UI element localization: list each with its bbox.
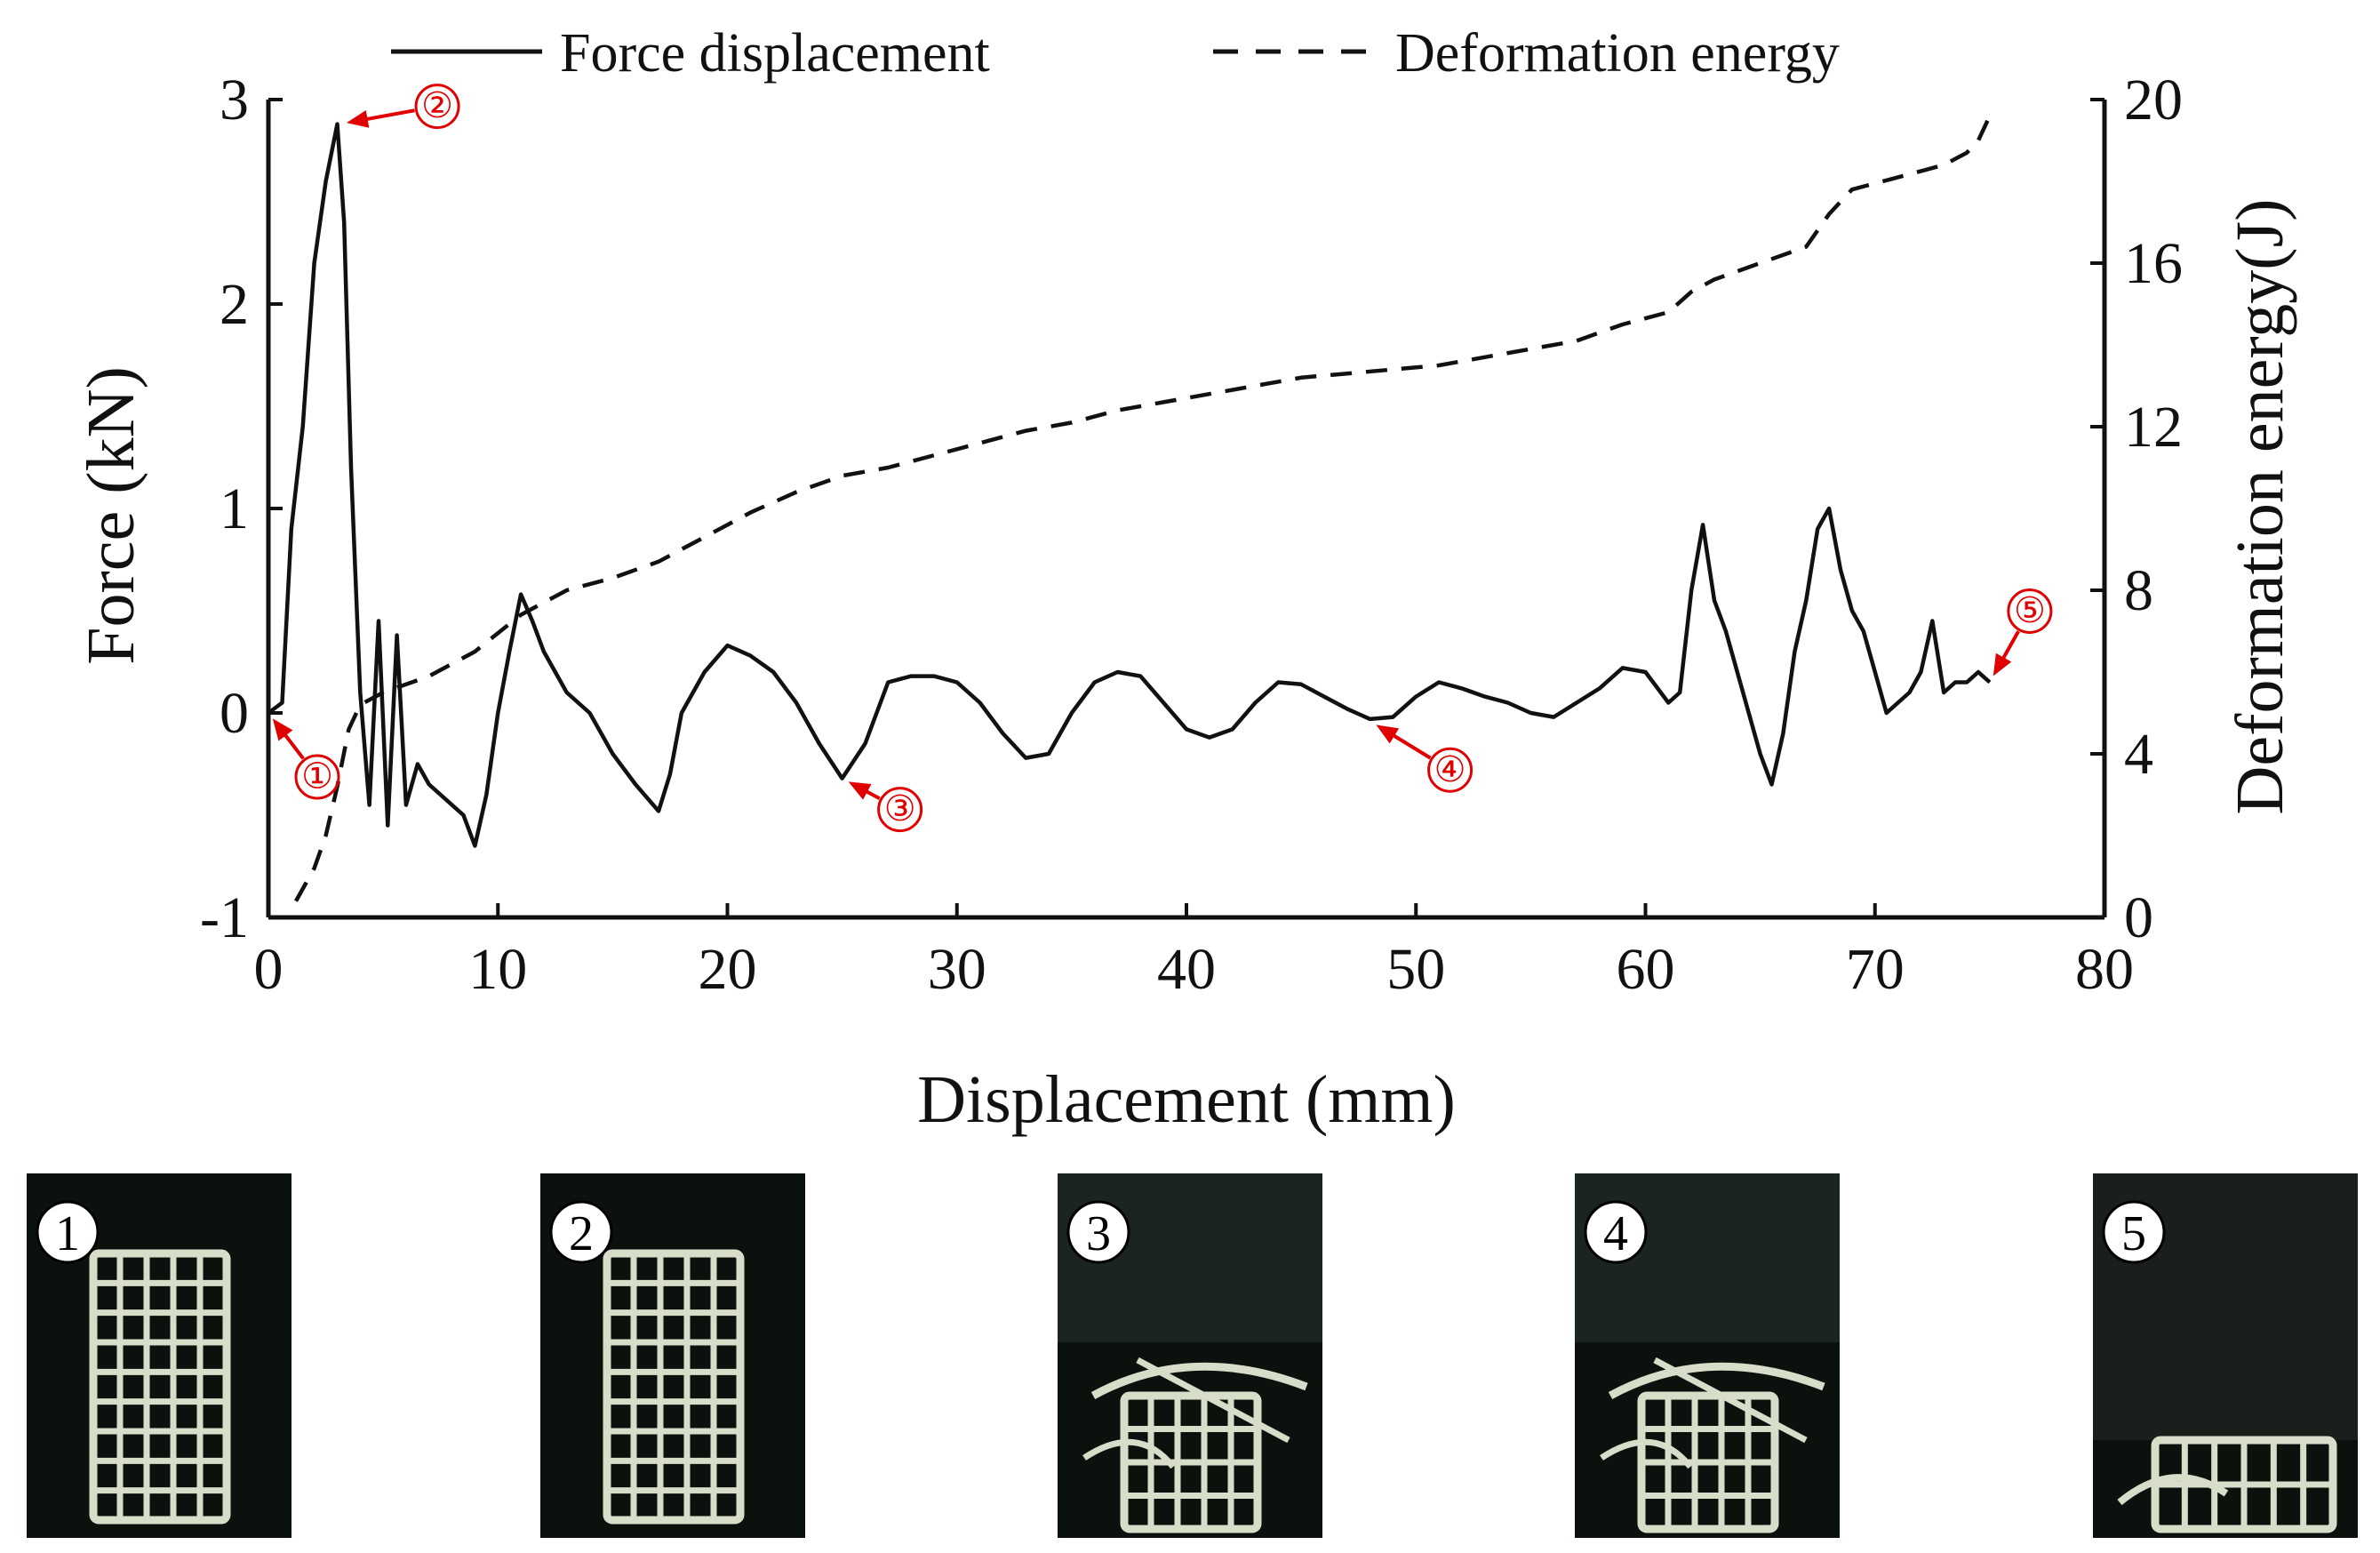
x-tick-label: 80 bbox=[2075, 937, 2134, 1002]
annotation-label: ① bbox=[301, 757, 333, 797]
y-left-tick-label: 0 bbox=[220, 681, 249, 746]
fragment bbox=[1136, 1357, 1290, 1444]
photo-number-label: 2 bbox=[569, 1206, 594, 1261]
force-series-line bbox=[267, 122, 1992, 848]
y-axis-left-title: Force (kN) bbox=[74, 366, 148, 665]
photo-number-badge bbox=[1066, 1200, 1130, 1264]
fragment bbox=[1653, 1357, 1808, 1444]
annotation-circle bbox=[294, 754, 340, 800]
y-left-ticks: -1 0 1 2 3 bbox=[200, 68, 283, 950]
y-left-tick-label: 2 bbox=[220, 272, 249, 337]
fragment bbox=[1608, 1362, 1825, 1399]
y-right-ticks: 0 4 8 12 16 20 bbox=[2090, 68, 2183, 950]
y-right-tick-label: 16 bbox=[2124, 231, 2183, 296]
annotation-label: ③ bbox=[884, 789, 916, 829]
x-tick-label: 20 bbox=[699, 937, 757, 1002]
x-tick-label: 0 bbox=[254, 937, 284, 1002]
photo-number-badge bbox=[1584, 1200, 1648, 1264]
annotation-label: ⑤ bbox=[2014, 591, 2046, 630]
lattice-outline bbox=[603, 1249, 745, 1525]
annotation-circle bbox=[2007, 588, 2053, 634]
annotation-arrow-shaft bbox=[1388, 732, 1432, 760]
annotation-circle bbox=[877, 787, 923, 833]
y-axis-right-title: Deformation energy(J) bbox=[2223, 199, 2297, 815]
x-tick-label: 60 bbox=[1617, 937, 1675, 1002]
annotation-arrow-shaft bbox=[281, 730, 305, 760]
legend-label-energy: Deformation energy bbox=[1395, 23, 1840, 84]
series-layer bbox=[267, 115, 1992, 902]
specimen-photo: 3 bbox=[1058, 1173, 1322, 1538]
specimen-photo: 2 bbox=[540, 1173, 805, 1538]
x-tick-label: 30 bbox=[928, 937, 986, 1002]
y-right-tick-label: 0 bbox=[2124, 885, 2153, 950]
photo-number-badge bbox=[2102, 1200, 2166, 1264]
photo-strip: 1 2 3 4 5 bbox=[27, 1173, 2358, 1538]
specimen-photo: 1 bbox=[27, 1173, 292, 1538]
annotation-marker: ① bbox=[272, 718, 340, 800]
annotation-layer: ① ② ③ ④ ⑤ bbox=[272, 84, 2053, 833]
x-tick-label: 50 bbox=[1386, 937, 1445, 1002]
photo-number-badge bbox=[549, 1200, 613, 1264]
annotation-label: ④ bbox=[1434, 750, 1466, 789]
photo-number-badge bbox=[36, 1200, 100, 1264]
annotation-circle bbox=[414, 84, 460, 130]
x-tick-label: 10 bbox=[468, 937, 527, 1002]
y-left-tick-label: -1 bbox=[200, 885, 249, 950]
x-tick-label: 40 bbox=[1157, 937, 1216, 1002]
annotation-marker: ⑤ bbox=[1993, 588, 2053, 676]
lattice-outline bbox=[89, 1249, 231, 1525]
annotation-marker: ③ bbox=[848, 781, 923, 833]
annotation-arrow-head bbox=[1993, 652, 2012, 676]
y-right-tick-label: 8 bbox=[2124, 558, 2153, 623]
annotation-arrow-head bbox=[1376, 724, 1400, 744]
fragment bbox=[1082, 1438, 1176, 1469]
specimen-photo: 5 bbox=[2093, 1173, 2358, 1538]
legend: Force displacement Deformation energy bbox=[391, 23, 1840, 84]
annotation-marker: ④ bbox=[1376, 724, 1474, 793]
annotation-label: ② bbox=[421, 86, 453, 125]
fragment bbox=[1600, 1438, 1693, 1469]
photo-number-label: 5 bbox=[2121, 1206, 2146, 1261]
y-right-tick-label: 12 bbox=[2124, 395, 2183, 460]
x-tick-label: 70 bbox=[1846, 937, 1905, 1002]
y-left-tick-label: 1 bbox=[220, 476, 249, 541]
legend-label-force: Force displacement bbox=[560, 23, 990, 84]
photo-number-label: 3 bbox=[1086, 1206, 1111, 1261]
annotation-arrow-head bbox=[272, 718, 293, 741]
annotation-circle bbox=[1427, 747, 1474, 793]
annotation-arrow-shaft bbox=[362, 108, 415, 122]
annotation-marker: ② bbox=[346, 84, 460, 130]
annotation-arrow-shaft bbox=[1999, 630, 2020, 663]
fragment bbox=[1090, 1362, 1308, 1399]
energy-series-line bbox=[294, 115, 1992, 902]
photo-number-label: 1 bbox=[55, 1206, 80, 1261]
y-right-tick-label: 20 bbox=[2124, 68, 2183, 132]
fragment bbox=[2117, 1474, 2229, 1506]
specimen-photo: 4 bbox=[1575, 1173, 1840, 1538]
x-axis-title: Displacement (mm) bbox=[917, 1062, 1456, 1137]
annotation-arrow-head bbox=[346, 110, 370, 128]
y-left-tick-label: 3 bbox=[220, 68, 249, 132]
annotation-arrow-head bbox=[848, 781, 872, 800]
y-right-tick-label: 4 bbox=[2124, 722, 2153, 787]
x-ticks: 0 10 20 30 40 50 60 70 80 bbox=[254, 903, 2134, 1002]
photo-number-label: 4 bbox=[1603, 1206, 1628, 1261]
